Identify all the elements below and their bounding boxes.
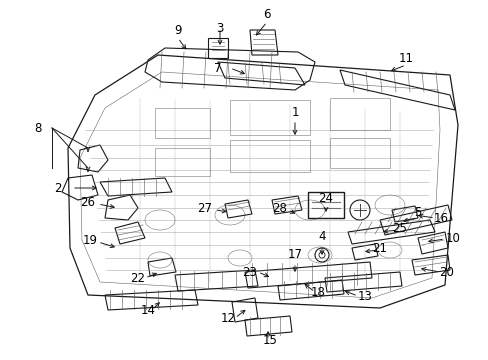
- Text: 27: 27: [197, 202, 212, 215]
- Text: 17: 17: [287, 248, 302, 261]
- Text: 4: 4: [318, 230, 325, 243]
- Text: 26: 26: [81, 195, 95, 208]
- Bar: [229, 140, 309, 172]
- Text: 19: 19: [82, 234, 97, 247]
- Text: 14: 14: [140, 303, 155, 316]
- Text: 28: 28: [272, 202, 287, 215]
- Text: 5: 5: [413, 206, 421, 219]
- Text: 25: 25: [392, 221, 407, 234]
- Text: 16: 16: [433, 211, 447, 225]
- Text: 13: 13: [357, 289, 372, 302]
- Text: 10: 10: [445, 233, 460, 246]
- Text: 6: 6: [263, 8, 270, 21]
- Text: 7: 7: [214, 62, 221, 75]
- Text: 24: 24: [318, 192, 333, 204]
- Bar: [329, 138, 389, 168]
- Text: 22: 22: [130, 271, 145, 284]
- Bar: [155, 148, 209, 176]
- Text: 15: 15: [262, 333, 277, 346]
- Text: 9: 9: [174, 23, 182, 36]
- Text: 18: 18: [310, 285, 325, 298]
- Bar: [329, 98, 389, 130]
- Text: 11: 11: [398, 51, 413, 64]
- Text: 12: 12: [220, 311, 235, 324]
- Text: 2: 2: [54, 181, 61, 194]
- Text: 1: 1: [291, 105, 298, 118]
- Text: 8: 8: [34, 122, 41, 135]
- Text: 3: 3: [216, 22, 223, 35]
- Bar: [229, 100, 309, 135]
- Bar: [155, 108, 209, 138]
- Text: 20: 20: [439, 266, 453, 279]
- Text: 23: 23: [242, 266, 257, 279]
- Bar: [307, 192, 343, 218]
- Text: 21: 21: [372, 242, 386, 255]
